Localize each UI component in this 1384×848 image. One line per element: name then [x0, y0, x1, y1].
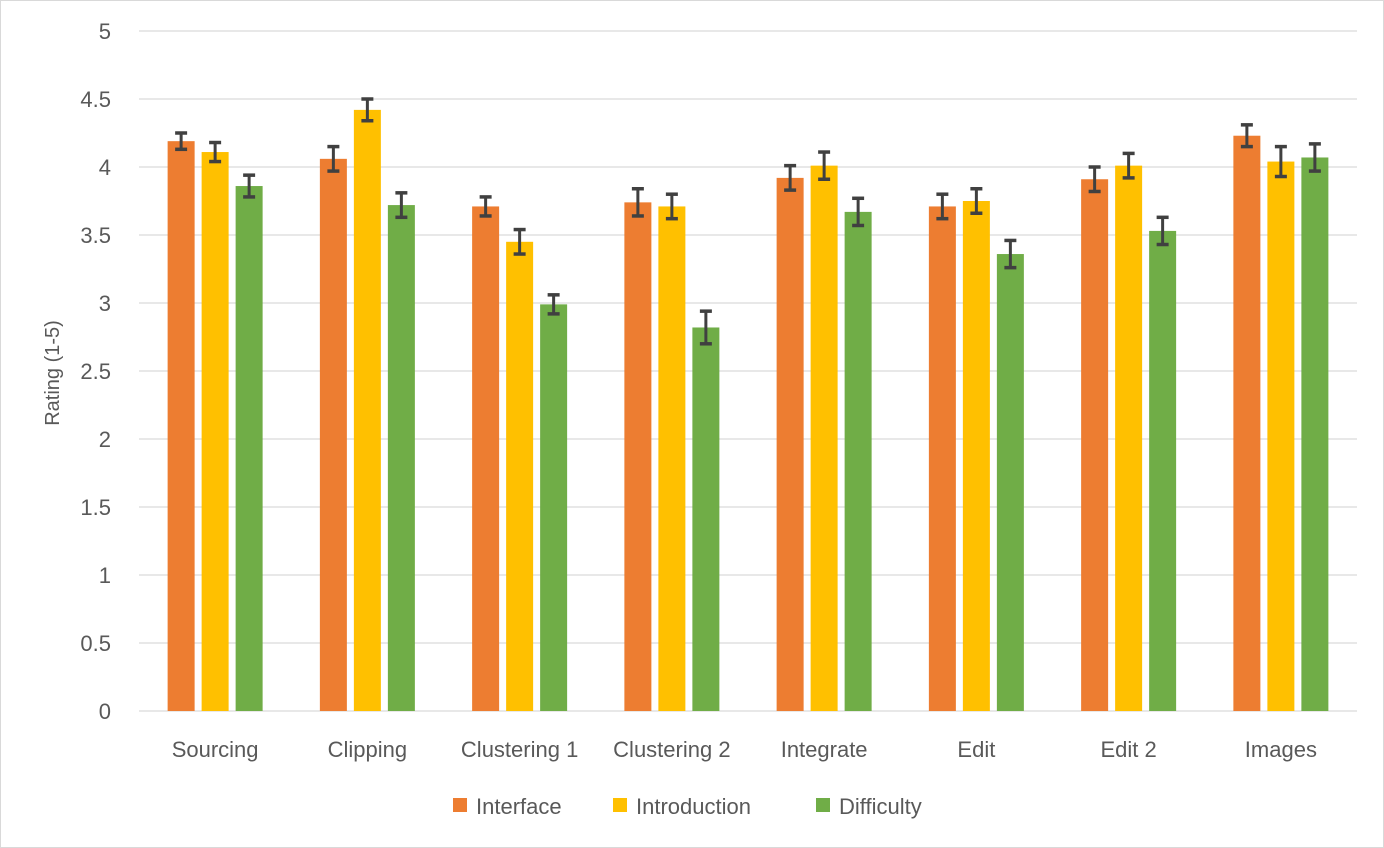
bar-interface-4 — [776, 177, 804, 711]
bar-introduction-0 — [201, 152, 229, 712]
legend: Interface Introduction Difficulty — [453, 794, 922, 819]
y-tick-label: 2.5 — [80, 359, 111, 384]
error-bar — [1004, 238, 1017, 270]
y-tick-label: 4 — [99, 155, 111, 180]
legend-label: Difficulty — [839, 794, 922, 819]
error-bar — [631, 187, 644, 218]
error-bar — [243, 173, 256, 199]
y-tick-label: 1 — [99, 563, 111, 588]
legend-label: Introduction — [636, 794, 751, 819]
error-bar — [327, 144, 340, 173]
bar-difficulty-2 — [540, 304, 568, 711]
error-bar — [665, 192, 678, 221]
bars — [167, 109, 1329, 712]
x-axis-categories: Sourcing Clipping Clustering 1 Clustering 2… — [172, 737, 1317, 762]
y-tick-label: 2 — [99, 427, 111, 452]
y-tick-label: 3.5 — [80, 223, 111, 248]
bar-difficulty-7 — [1301, 157, 1329, 712]
x-category-label: Integrate — [781, 737, 868, 762]
error-bar — [1088, 165, 1101, 194]
bar-interface-1 — [319, 158, 347, 712]
legend-swatch — [453, 798, 467, 812]
x-category-label: Edit 2 — [1100, 737, 1156, 762]
legend-item-interface: Interface — [453, 794, 562, 819]
bar-introduction-2 — [506, 241, 534, 712]
error-bar — [175, 131, 188, 152]
bar-difficulty-5 — [996, 254, 1024, 712]
bar-introduction-7 — [1267, 161, 1295, 711]
legend-swatch — [613, 798, 627, 812]
bar-difficulty-1 — [387, 205, 415, 711]
bar-introduction-6 — [1115, 165, 1143, 711]
legend-item-difficulty: Difficulty — [816, 794, 922, 819]
bar-interface-7 — [1233, 135, 1261, 712]
bar-difficulty-3 — [692, 327, 720, 711]
error-bar — [970, 187, 983, 215]
legend-label: Interface — [476, 794, 562, 819]
bar-introduction-4 — [810, 165, 838, 711]
bar-difficulty-4 — [844, 211, 872, 711]
error-bar — [1308, 142, 1321, 173]
legend-item-introduction: Introduction — [613, 794, 751, 819]
bar-interface-2 — [472, 206, 500, 711]
bar-interface-3 — [624, 202, 652, 712]
x-category-label: Clustering 1 — [461, 737, 578, 762]
error-bar — [818, 150, 831, 181]
x-category-label: Clustering 2 — [613, 737, 730, 762]
y-tick-label: 0.5 — [80, 631, 111, 656]
y-tick-label: 1.5 — [80, 495, 111, 520]
bar-interface-0 — [167, 141, 195, 711]
y-tick-label: 5 — [99, 19, 111, 44]
legend-swatch — [816, 798, 830, 812]
error-bar — [852, 196, 865, 228]
error-bar — [209, 140, 222, 164]
error-bars — [175, 97, 1321, 346]
bar-difficulty-0 — [235, 186, 263, 712]
y-axis-title: Rating (1-5) — [42, 320, 64, 426]
error-bar — [547, 293, 560, 316]
error-bar — [1156, 215, 1169, 247]
bar-introduction-3 — [658, 206, 686, 711]
bar-difficulty-6 — [1149, 230, 1177, 712]
x-category-label: Edit — [957, 737, 995, 762]
x-category-label: Clipping — [328, 737, 408, 762]
error-bar — [361, 97, 374, 123]
error-bar — [699, 309, 712, 346]
bar-interface-6 — [1081, 179, 1109, 712]
error-bar — [936, 192, 949, 221]
y-tick-label: 0 — [99, 699, 111, 724]
y-tick-label: 4.5 — [80, 87, 111, 112]
error-bar — [1122, 151, 1135, 180]
error-bar — [1274, 144, 1287, 179]
error-bar — [479, 195, 492, 218]
x-category-label: Sourcing — [172, 737, 259, 762]
error-bar — [784, 163, 797, 192]
error-bar — [513, 227, 526, 256]
y-tick-label: 3 — [99, 291, 111, 316]
bar-interface-5 — [928, 206, 956, 711]
y-axis-ticks: 0 0.5 1 1.5 2 2.5 3 3.5 4 4.5 5 — [80, 19, 111, 724]
bar-introduction-1 — [353, 109, 381, 711]
x-category-label: Images — [1245, 737, 1317, 762]
error-bar — [395, 191, 408, 220]
error-bar — [1240, 123, 1253, 149]
bar-introduction-5 — [962, 201, 990, 711]
